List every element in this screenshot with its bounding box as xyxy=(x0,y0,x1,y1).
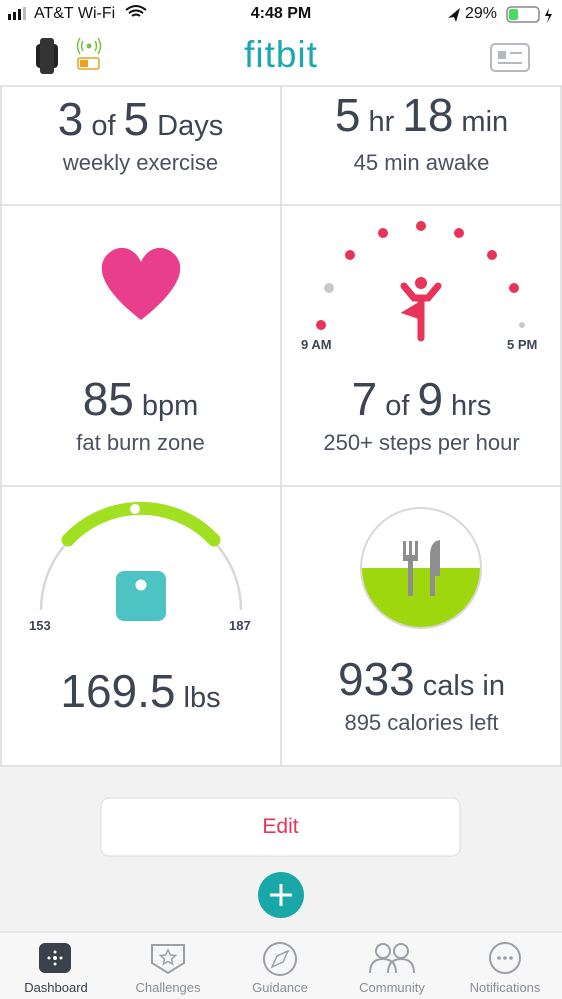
headline-number: 9 xyxy=(417,373,444,425)
headline-number: 7 xyxy=(351,373,378,425)
headline-number: 18 xyxy=(402,89,454,141)
nav-tab[interactable]: Community xyxy=(359,980,425,995)
battery-level: 29% xyxy=(465,5,498,22)
headline-number: 169.5 xyxy=(60,665,176,717)
headline-unit: cals in xyxy=(422,670,505,702)
edit-button[interactable]: Edit xyxy=(262,815,299,838)
clock: 4:48 PM xyxy=(250,5,312,22)
nav-tab[interactable]: Guidance xyxy=(252,980,308,995)
headline-unit: Days xyxy=(157,110,224,142)
axis-label: 187 xyxy=(229,618,251,633)
add-button[interactable] xyxy=(258,872,304,918)
tile-headline: 3 of 5 Days xyxy=(0,92,281,146)
axis-label: 5 PM xyxy=(507,337,538,352)
headline-number: 3 xyxy=(57,93,84,145)
carrier: AT&T Wi-Fi xyxy=(34,5,116,22)
headline-unit: of xyxy=(385,390,410,422)
headline-number: 933 xyxy=(338,653,415,705)
headline-unit: hrs xyxy=(451,390,492,422)
headline-number: 5 xyxy=(123,93,150,145)
tile-subtitle: 895 calories left xyxy=(344,710,499,735)
tile-headline: 5 hr 18 min xyxy=(281,88,562,142)
tile-subtitle: weekly exercise xyxy=(62,150,219,175)
nav-tab[interactable]: Dashboard xyxy=(24,980,88,995)
nav-tab[interactable]: Challenges xyxy=(135,980,201,995)
headline-unit: bpm xyxy=(141,390,199,422)
headline-number: 5 xyxy=(334,89,361,141)
axis-label: 9 AM xyxy=(301,337,332,352)
headline-unit: of xyxy=(91,110,116,142)
tile-headline: 85 bpm xyxy=(0,372,281,426)
headline-number: 85 xyxy=(82,373,134,425)
headline-unit: min xyxy=(461,106,509,138)
tile-subtitle: 45 min awake xyxy=(353,150,490,175)
headline-unit: lbs xyxy=(183,682,221,714)
tile-headline: 169.5 lbs xyxy=(0,664,281,718)
tile-subtitle: fat burn zone xyxy=(76,430,205,455)
tile-subtitle: 250+ steps per hour xyxy=(323,430,520,455)
tile-headline: 7 of 9 hrs xyxy=(281,372,562,426)
app-title: fitbit xyxy=(244,34,318,75)
axis-label: 153 xyxy=(29,618,51,633)
tile-headline: 933 cals in xyxy=(281,652,562,706)
nav-tab[interactable]: Notifications xyxy=(469,980,541,995)
headline-unit: hr xyxy=(368,106,395,138)
